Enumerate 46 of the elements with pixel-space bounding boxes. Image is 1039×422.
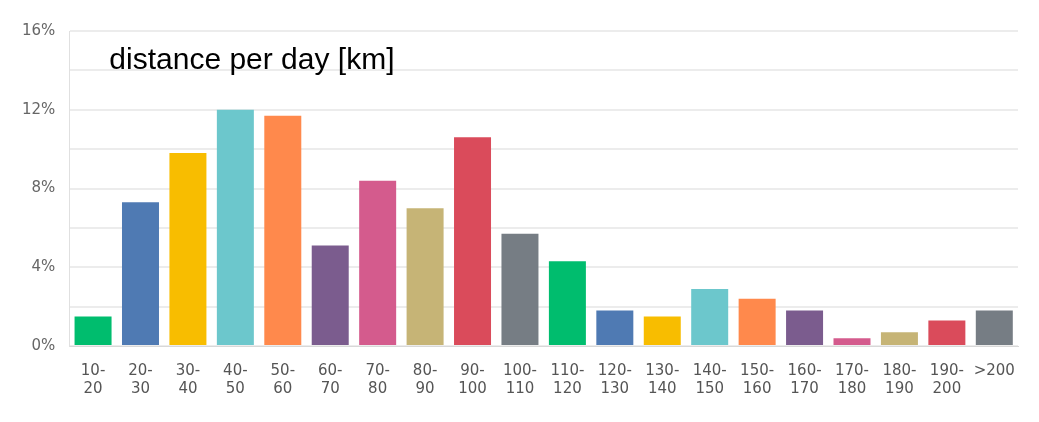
x-tick-label: 140-150 <box>692 360 727 397</box>
x-tick-label: 50-60 <box>270 360 296 397</box>
x-tick-label: 90-100 <box>458 360 487 397</box>
x-tick-label: 10-20 <box>80 360 106 397</box>
x-tick-label: 190-200 <box>929 360 964 397</box>
y-tick-label: 16% <box>22 20 56 39</box>
bar <box>928 320 966 345</box>
x-tick-label: 30-40 <box>175 360 201 397</box>
y-tick-label: 0% <box>31 335 56 354</box>
x-tick-label: 120-130 <box>597 360 632 397</box>
x-tick-label: 180-190 <box>882 360 917 397</box>
bar <box>880 332 918 345</box>
x-tick-label: 160-170 <box>787 360 822 397</box>
bar <box>169 153 207 345</box>
x-tick-label: 60-70 <box>317 360 343 397</box>
bar <box>548 261 586 345</box>
bar <box>121 202 159 345</box>
bar <box>74 316 112 345</box>
x-tick-label: >200 <box>973 360 1015 379</box>
y-tick-label: 8% <box>31 178 56 197</box>
bar <box>359 180 397 345</box>
x-tick-label: 170-180 <box>834 360 870 397</box>
bar <box>406 208 444 345</box>
y-tick-label: 4% <box>31 257 56 276</box>
x-tick-label: 100-110 <box>502 360 537 397</box>
bar <box>738 298 776 345</box>
bar <box>643 316 681 345</box>
bar <box>216 109 254 345</box>
x-tick-label: 20-30 <box>128 360 153 397</box>
bar <box>501 233 539 345</box>
x-tick-label: 70-80 <box>365 360 390 397</box>
x-tick-label: 80-90 <box>412 360 438 397</box>
bar <box>833 338 871 345</box>
bar <box>264 115 302 345</box>
bar <box>691 288 729 345</box>
bar <box>596 310 634 345</box>
x-tick-label: 40-50 <box>223 360 248 397</box>
chart-title: distance per day [km] <box>109 42 395 76</box>
y-tick-label: 12% <box>22 99 56 118</box>
x-tick-label: 150-160 <box>740 360 775 397</box>
x-tick-label: 130-140 <box>645 360 680 397</box>
x-tick-label: 110-120 <box>550 360 585 397</box>
bar <box>311 245 349 345</box>
bar <box>454 137 492 345</box>
bar <box>786 310 824 345</box>
bar <box>975 310 1013 345</box>
